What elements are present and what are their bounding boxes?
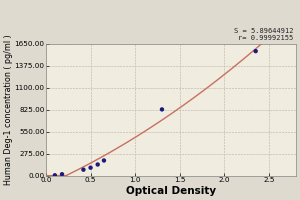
Point (52, 174, 57, 177)
Point (160, 108, 164, 111)
Point (88, 166, 93, 169)
Point (253, 50, 258, 53)
Y-axis label: Human Deg-1 concentration ( pg/ml ): Human Deg-1 concentration ( pg/ml ) (4, 34, 13, 185)
X-axis label: Optical Density: Optical Density (126, 186, 216, 196)
Point (95, 163, 100, 166)
Point (81, 168, 86, 171)
Text: S = 5.89644912
r= 0.99992155: S = 5.89644912 r= 0.99992155 (234, 28, 293, 41)
Point (60, 173, 64, 176)
Point (102, 159, 106, 162)
